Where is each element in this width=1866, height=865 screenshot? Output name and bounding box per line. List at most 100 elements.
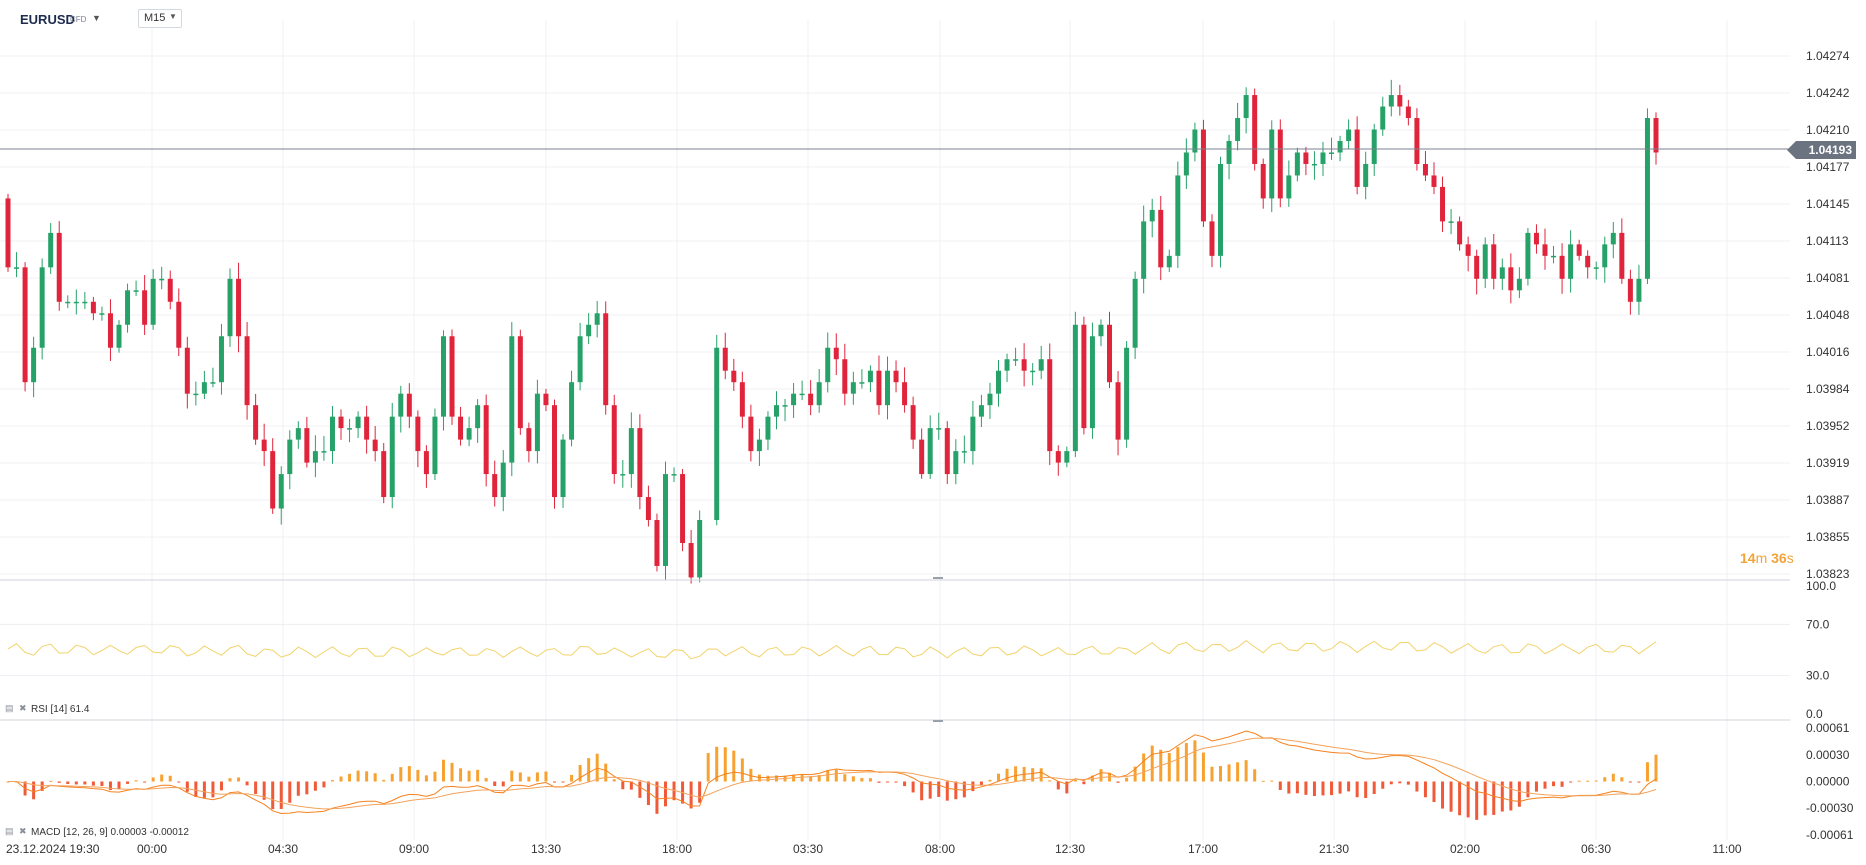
macd-histogram-bar — [800, 774, 804, 782]
candle-body — [1448, 221, 1454, 223]
macd-histogram-bar — [1150, 745, 1154, 782]
macd-histogram-bar — [851, 776, 855, 782]
time-tick-label: 13:30 — [531, 842, 561, 856]
candle-body — [1115, 382, 1121, 440]
time-tick-label: 00:00 — [137, 842, 167, 856]
candle-body — [697, 520, 703, 578]
candle-body — [1440, 186, 1446, 222]
macd-histogram-bar — [1466, 781, 1470, 818]
candle-body — [1218, 163, 1224, 256]
candle-body — [1354, 129, 1360, 187]
candle-body — [312, 451, 318, 463]
candle-body — [227, 278, 233, 337]
macd-histogram-bar — [1483, 781, 1487, 816]
time-tick-label: 18:00 — [662, 842, 692, 856]
candle-body — [432, 416, 438, 475]
macd-histogram-bar — [416, 769, 420, 782]
macd-histogram-bar — [407, 766, 411, 782]
candle-body — [1602, 244, 1608, 268]
macd-histogram-bar — [1312, 781, 1316, 796]
macd-histogram-bar — [1372, 781, 1376, 795]
time-tick-label: 06:30 — [1581, 842, 1611, 856]
macd-settings-icon[interactable]: ▤ — [5, 826, 14, 836]
candle-body — [1269, 129, 1275, 199]
candle-body — [620, 474, 626, 476]
macd-histogram-bar — [1005, 768, 1009, 782]
rsi-pane — [0, 623, 1790, 677]
macd-close-icon[interactable]: ✖ — [19, 826, 27, 836]
candle-body — [389, 416, 395, 498]
macd-histogram-bar — [1253, 769, 1257, 782]
macd-histogram-bar — [1569, 781, 1573, 783]
macd-label: MACD [12, 26, 9] 0.00003 -0.00012 — [31, 827, 189, 838]
candle-body — [1533, 232, 1539, 245]
macd-histogram-bar — [322, 781, 326, 788]
candle-body — [1089, 336, 1095, 429]
macd-histogram-bar — [945, 781, 949, 801]
macd-histogram-bar — [962, 781, 966, 798]
candle-body — [1226, 140, 1232, 164]
rsi-settings-icon[interactable]: ▤ — [5, 703, 14, 713]
candle-body — [799, 393, 805, 396]
candle-body — [1627, 278, 1633, 302]
candle-body — [125, 290, 131, 325]
price-tick-label: 1.04016 — [1806, 345, 1850, 359]
candle-body — [680, 474, 686, 543]
candle-body — [14, 267, 20, 269]
macd-histogram-bar — [561, 781, 565, 783]
time-tick-label: 09:00 — [399, 842, 429, 856]
candle-body — [765, 416, 771, 440]
candle-body — [1653, 118, 1659, 153]
rsi-close-icon[interactable]: ✖ — [19, 703, 27, 713]
macd-histogram-bar — [1526, 781, 1530, 798]
candle-body — [1337, 140, 1343, 153]
candle-body — [978, 405, 984, 417]
main-pane-resize-handle[interactable] — [933, 577, 943, 579]
macd-histogram-bar — [988, 779, 992, 782]
symbol-name[interactable]: EURUSD — [20, 12, 75, 27]
macd-histogram-bar — [732, 750, 736, 782]
rsi-pane-resize-handle[interactable] — [933, 720, 943, 722]
time-tick-label: 11:00 — [1712, 842, 1741, 856]
macd-histogram-bar — [228, 778, 232, 782]
macd-histogram-bar — [501, 781, 505, 787]
candle-body — [628, 428, 634, 475]
candle-body — [1192, 129, 1198, 153]
price-tick-label: 1.03984 — [1806, 382, 1850, 396]
macd-histogram-bar — [535, 772, 539, 782]
candle-body — [867, 370, 873, 383]
candle-body — [833, 347, 839, 360]
macd-histogram-bar — [1261, 780, 1265, 782]
candle-body — [1252, 95, 1258, 164]
candle-body — [167, 278, 173, 302]
macd-histogram-bar — [177, 781, 181, 783]
candle-body — [90, 301, 96, 314]
macd-histogram-bar — [1389, 781, 1393, 785]
macd-histogram-bar — [1620, 777, 1624, 782]
macd-histogram-bar — [399, 767, 403, 782]
macd-histogram-bar — [868, 778, 872, 782]
candle-body — [1132, 278, 1138, 348]
timeframe-select[interactable]: M15 ▼ — [138, 9, 182, 28]
candle-body — [1499, 267, 1505, 279]
candle-body — [142, 290, 148, 325]
macd-histogram-bar — [1227, 764, 1231, 782]
macd-histogram-bar — [843, 774, 847, 782]
macd-histogram-bar — [1406, 781, 1410, 785]
macd-histogram-bar — [459, 768, 463, 782]
macd-histogram-bar — [646, 781, 650, 805]
candle-body — [1346, 129, 1352, 141]
candle-body — [1038, 359, 1044, 371]
candle-body — [1243, 95, 1249, 119]
candle-body — [1525, 232, 1531, 279]
candle-body — [261, 439, 267, 452]
time-tick-label: 17:00 — [1188, 842, 1218, 856]
candle-body — [1644, 118, 1650, 279]
macd-histogram-bar — [1176, 747, 1180, 782]
candle-body — [1414, 118, 1420, 164]
symbol-dropdown-icon[interactable]: ▼ — [92, 13, 101, 23]
candle-body — [107, 313, 113, 348]
macd-histogram-bar — [1304, 781, 1308, 795]
candle-body — [987, 393, 993, 406]
